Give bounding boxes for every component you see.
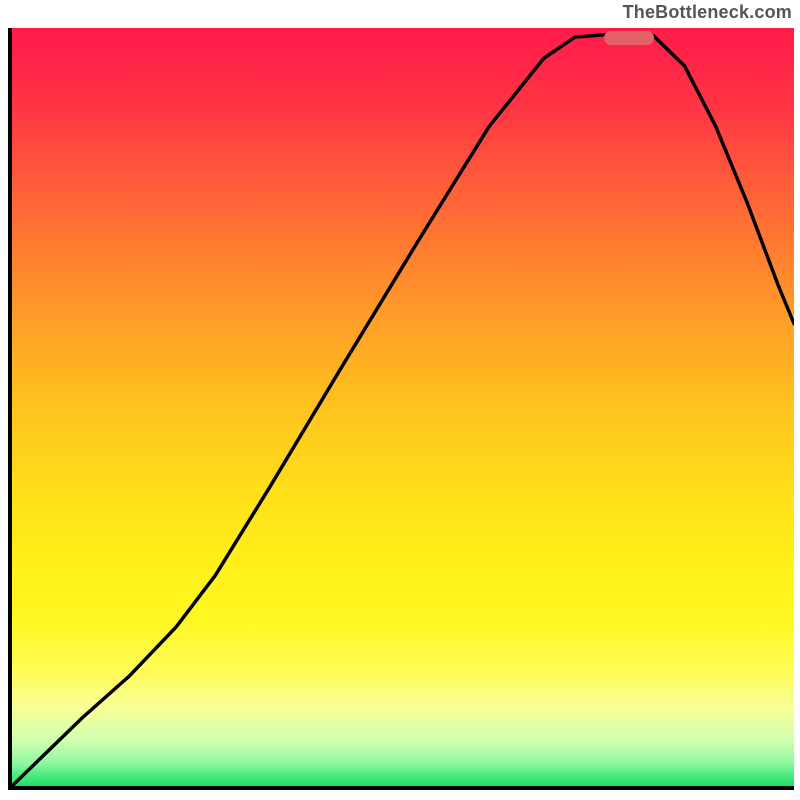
optimal-marker (604, 31, 654, 45)
bottleneck-curve (12, 28, 794, 786)
bottleneck-chart (8, 28, 794, 790)
watermark-text: TheBottleneck.com (623, 2, 792, 23)
